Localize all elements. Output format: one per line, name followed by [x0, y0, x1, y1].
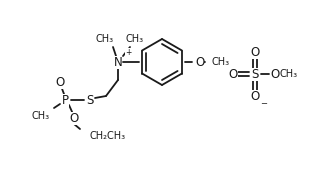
Text: S: S [251, 68, 259, 81]
Text: CH₃: CH₃ [126, 34, 144, 44]
Text: O: O [250, 45, 260, 58]
Text: CH₃: CH₃ [32, 111, 50, 121]
Text: O: O [250, 89, 260, 102]
Text: N: N [113, 56, 122, 69]
Text: −: − [260, 100, 267, 109]
Text: P: P [61, 93, 68, 106]
Text: CH₃: CH₃ [280, 69, 298, 79]
Text: CH₃: CH₃ [96, 34, 114, 44]
Text: S: S [86, 93, 94, 106]
Text: +: + [125, 48, 131, 57]
Text: O: O [195, 56, 204, 69]
Text: O: O [55, 76, 65, 89]
Text: CH₂CH₃: CH₂CH₃ [89, 131, 125, 141]
Text: O: O [69, 112, 79, 125]
Text: O: O [270, 68, 280, 81]
Text: O: O [228, 68, 238, 81]
Text: CH₃: CH₃ [211, 57, 229, 67]
